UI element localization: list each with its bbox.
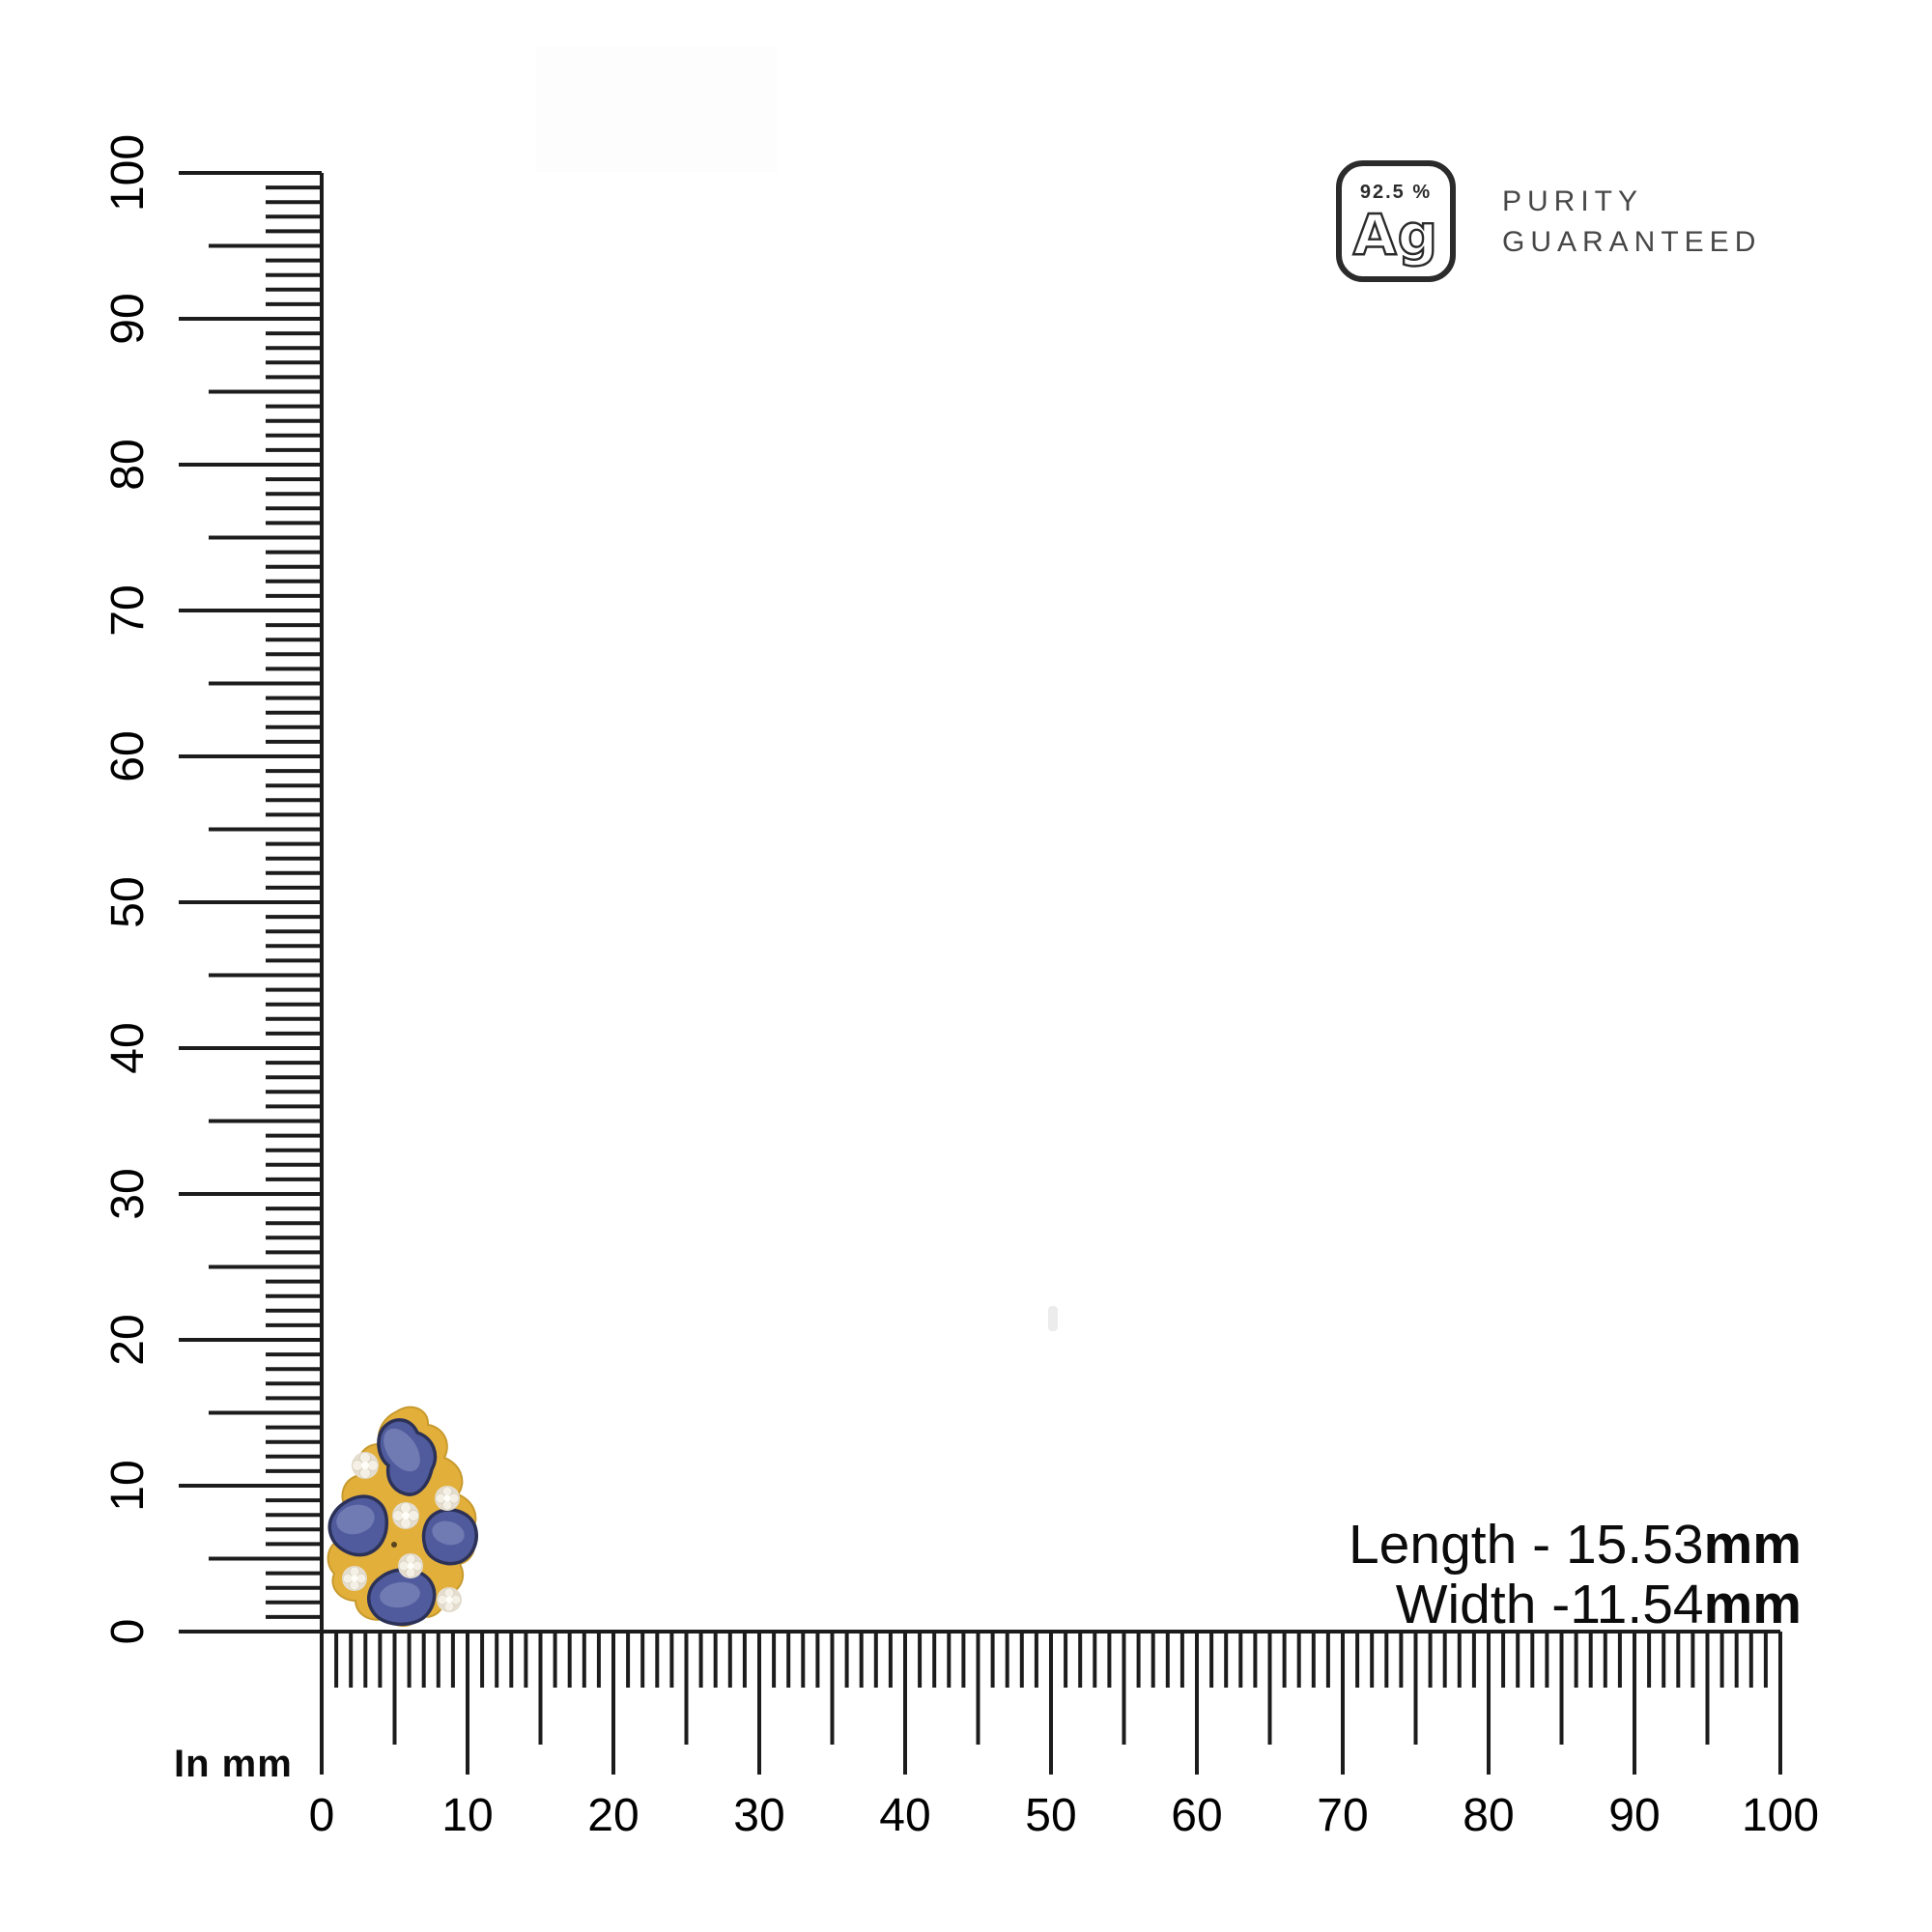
product-photo-earring	[327, 1406, 478, 1627]
stone-highlight	[380, 1581, 420, 1608]
h-label-0: 0	[309, 1790, 335, 1841]
v-label-30: 30	[102, 1168, 154, 1219]
diamond-cluster	[392, 1502, 419, 1529]
diamond-cluster	[398, 1553, 423, 1578]
ag-925-icon: 92.5 % Ag	[1336, 160, 1456, 282]
ag-symbol-text: Ag	[1353, 204, 1438, 268]
diamond-cluster	[437, 1587, 462, 1612]
unit-label: In mm	[174, 1743, 293, 1785]
v-label-0: 0	[102, 1619, 154, 1645]
h-label-40: 40	[879, 1790, 930, 1841]
h-label-70: 70	[1317, 1790, 1368, 1841]
image-artifact	[1048, 1306, 1058, 1331]
h-label-60: 60	[1171, 1790, 1222, 1841]
ag-symbol: Ag	[1352, 204, 1439, 269]
measurement-annotations: Length - 15.53mm Width -11.54mm	[1349, 1515, 1802, 1634]
badge-purity-value: 92.5 %	[1359, 182, 1433, 203]
h-label-30: 30	[733, 1790, 784, 1841]
purity-badge: 92.5 % Ag PURITY GUARANTEED	[1336, 160, 1761, 282]
purity-caption-line2: GUARANTEED	[1502, 226, 1762, 258]
v-label-60: 60	[102, 730, 154, 781]
purity-caption: PURITY GUARANTEED	[1502, 182, 1761, 263]
stone-highlight	[432, 1520, 465, 1546]
diamond-cluster	[352, 1452, 379, 1479]
stone-highlight	[384, 1428, 420, 1472]
width-annotation: Width -11.54mm	[1349, 1575, 1802, 1634]
v-label-50: 50	[102, 876, 154, 927]
h-label-10: 10	[441, 1790, 493, 1841]
watermark-remnant	[536, 46, 778, 172]
h-label-90: 90	[1608, 1790, 1660, 1841]
v-label-70: 70	[102, 584, 154, 636]
h-label-80: 80	[1463, 1790, 1514, 1841]
h-label-50: 50	[1025, 1790, 1076, 1841]
v-label-10: 10	[102, 1460, 154, 1511]
v-label-90: 90	[102, 293, 154, 344]
length-text: Length - 15.53	[1348, 1514, 1704, 1576]
v-label-20: 20	[102, 1314, 154, 1365]
v-label-40: 40	[102, 1022, 154, 1073]
h-label-100: 100	[1742, 1790, 1819, 1841]
diamond-cluster	[342, 1566, 367, 1591]
length-annotation: Length - 15.53mm	[1349, 1515, 1802, 1575]
purity-caption-line1: PURITY	[1502, 185, 1644, 217]
diamond-cluster	[435, 1486, 460, 1511]
length-unit: mm	[1703, 1514, 1802, 1576]
width-text: Width -11.54	[1395, 1574, 1704, 1635]
metal-hole	[391, 1542, 397, 1548]
v-label-100: 100	[102, 134, 154, 212]
width-unit: mm	[1703, 1574, 1802, 1635]
v-label-80: 80	[102, 439, 154, 490]
h-label-20: 20	[587, 1790, 639, 1841]
stone-highlight	[336, 1504, 375, 1535]
